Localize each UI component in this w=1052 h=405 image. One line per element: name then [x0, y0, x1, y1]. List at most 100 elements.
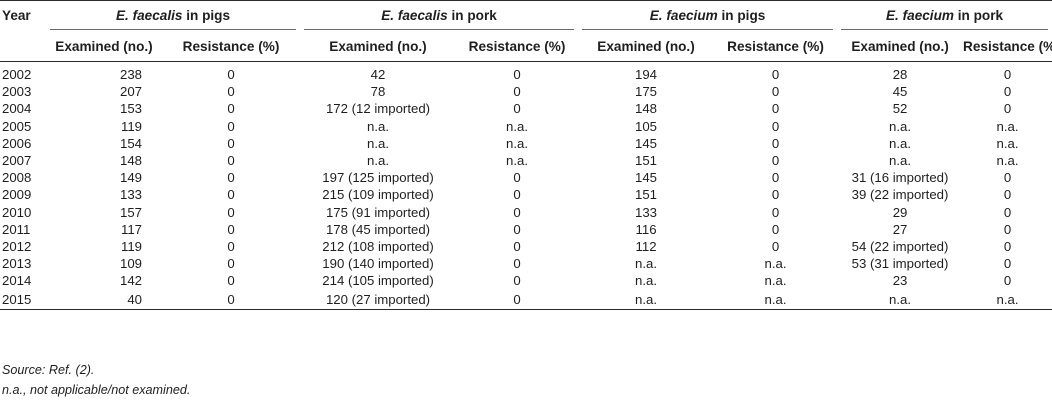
- cell-faecalis-pigs-resistance: 0: [227, 239, 235, 255]
- header-resistance: Resistance (%): [714, 31, 838, 62]
- cell-faecalis-pigs-resistance: 0: [227, 84, 235, 100]
- table-row: 2004 153 0 172 (12 imported) 0 148 0 52 0: [0, 100, 1052, 117]
- cell-faecalis-pigs-resistance: 0: [227, 221, 235, 237]
- cell-faecalis-pork-resistance: 0: [513, 221, 521, 237]
- cell-faecalis-pork-resistance: 0: [513, 256, 521, 272]
- cell-faecium-pigs-examined: 145: [635, 135, 658, 151]
- abbreviation-note: n.a., not applicable/not examined.: [2, 383, 191, 397]
- cell-faecalis-pork-examined: 190 (140 imported): [322, 256, 434, 272]
- cell-year: 2008: [2, 170, 32, 186]
- cell-faecium-pork-resistance: n.a.: [996, 118, 1019, 134]
- cell-faecium-pork-resistance: 0: [1003, 239, 1012, 255]
- cell-faecalis-pigs-resistance: 0: [227, 118, 235, 134]
- cell-faecium-pigs-examined: 151: [635, 187, 658, 203]
- cell-faecium-pigs-examined: 116: [635, 221, 657, 237]
- cell-faecium-pork-resistance: 0: [1003, 204, 1012, 220]
- cell-faecium-pigs-resistance: 0: [771, 170, 780, 186]
- table-row: 2014 142 0 214 (105 imported) 0 n.a. n.a. 23 0: [0, 272, 1052, 289]
- cell-faecalis-pork-examined: 42: [370, 67, 386, 82]
- table-notes: Source: Ref. (2). n.a., not applicable/n…: [2, 360, 190, 400]
- group-suffix: in pork: [447, 8, 497, 23]
- cell-faecalis-pork-examined: 197 (125 imported): [322, 170, 434, 186]
- group-suffix: in pigs: [182, 8, 231, 23]
- cell-faecium-pigs-resistance: 0: [771, 67, 780, 82]
- cell-faecium-pork-examined: 52: [892, 101, 908, 117]
- header-group-faecium-pigs: E. faecium in pigs: [578, 1, 837, 32]
- cell-faecium-pork-resistance: 0: [1003, 67, 1012, 82]
- cell-faecalis-pigs-resistance: 0: [227, 67, 235, 82]
- header-resistance: Resistance (%): [162, 31, 300, 62]
- header-resistance: Resistance (%): [456, 31, 579, 62]
- cell-faecium-pigs-examined: 175: [635, 84, 658, 100]
- cell-faecalis-pigs-examined: 157: [119, 204, 142, 220]
- cell-faecium-pigs-resistance: 0: [771, 101, 780, 117]
- cell-faecium-pigs-resistance: 0: [771, 204, 780, 220]
- cell-faecalis-pork-resistance: 0: [513, 170, 521, 186]
- header-group-faecium-pork: E. faecium in pork: [837, 1, 1052, 32]
- table-row: 2013 109 0 190 (140 imported) 0 n.a. n.a. 53 (3…: [0, 255, 1052, 272]
- cell-faecium-pork-examined: 54 (22 imported): [851, 239, 949, 255]
- table-row: 2008 149 0 197 (125 imported) 0 145 0 31 (16 im…: [0, 169, 1052, 186]
- table-row: 2011 117 0 178 (45 imported) 0 116 0 27 0: [0, 221, 1052, 238]
- cell-faecalis-pork-resistance: 0: [456, 289, 579, 310]
- cell-faecium-pork-examined: n.a.: [889, 118, 912, 134]
- cell-faecalis-pigs-resistance: 0: [227, 273, 235, 289]
- table-row: 2002 238 0 42 0 194 0 28 0: [0, 66, 1052, 83]
- species-name: E. faecium: [885, 8, 954, 23]
- cell-faecalis-pork-resistance: 0: [513, 84, 521, 100]
- table-row: 2010 157 0 175 (91 imported) 0 133 0 29 0: [0, 204, 1052, 221]
- cell-faecium-pork-resistance: 0: [1003, 170, 1012, 186]
- cell-faecalis-pork-resistance: 0: [513, 187, 521, 203]
- header-year: Year: [2, 8, 31, 23]
- cell-faecium-pigs-resistance: 0: [771, 118, 780, 134]
- cell-faecalis-pigs-examined: 119: [120, 118, 142, 134]
- cell-faecium-pigs-examined: 105: [635, 118, 658, 134]
- cell-faecium-pigs-resistance: n.a.: [764, 273, 787, 289]
- cell-faecalis-pork-resistance: 0: [513, 204, 521, 220]
- source-note: Source: Ref. (2).: [2, 363, 95, 377]
- cell-faecium-pork-resistance: n.a.: [963, 289, 1052, 310]
- table-row: 2012 119 0 212 (108 imported) 0 112 0 54 (22 im…: [0, 238, 1052, 255]
- cell-year: 2011: [2, 221, 31, 237]
- cell-faecalis-pigs-resistance: 0: [227, 204, 235, 220]
- cell-faecalis-pigs-resistance: 0: [227, 101, 235, 117]
- cell-faecalis-pork-examined: 120 (27 imported): [300, 289, 456, 310]
- cell-faecalis-pork-resistance: n.a.: [506, 153, 528, 169]
- cell-year: 2003: [2, 84, 32, 100]
- cell-faecium-pork-resistance: n.a.: [996, 153, 1019, 169]
- cell-faecalis-pork-resistance: 0: [513, 67, 521, 82]
- cell-faecalis-pigs-resistance: 0: [162, 289, 300, 310]
- reference-link[interactable]: (2): [75, 363, 91, 377]
- cell-faecium-pigs-resistance: 0: [771, 153, 780, 169]
- table-row: 2005 119 0 n.a. n.a. 105 0 n.a. n.a.: [0, 118, 1052, 135]
- cell-faecalis-pork-examined: 178 (45 imported): [325, 221, 431, 237]
- cell-faecium-pigs-examined: 145: [635, 170, 658, 186]
- cell-faecium-pigs-resistance: 0: [771, 84, 780, 100]
- cell-faecium-pigs-examined: 112: [635, 239, 657, 255]
- group-suffix: in pork: [953, 8, 1004, 23]
- cell-faecalis-pork-examined: 215 (109 imported): [322, 187, 434, 203]
- header-examined: Examined (no.): [578, 31, 715, 62]
- cell-faecalis-pork-resistance: 0: [513, 273, 521, 289]
- cell-faecalis-pork-resistance: n.a.: [506, 135, 528, 151]
- header-examined: Examined (no.): [837, 31, 964, 62]
- header-group-faecalis-pork: E. faecalis in pork: [300, 1, 578, 32]
- cell-faecium-pork-examined: n.a.: [889, 153, 912, 169]
- table-row: 2015 40 0 120 (27 imported) 0 n.a. n.a. n.a. n.a…: [0, 289, 1052, 310]
- species-name: E. faecalis: [381, 8, 448, 23]
- cell-faecalis-pork-examined: n.a.: [367, 135, 389, 151]
- cell-faecalis-pigs-examined: 238: [119, 67, 142, 82]
- cell-year: 2015: [0, 289, 46, 310]
- cell-faecalis-pigs-resistance: 0: [227, 135, 235, 151]
- cell-faecalis-pork-examined: n.a.: [367, 118, 389, 134]
- cell-faecalis-pigs-examined: 133: [119, 187, 142, 203]
- cell-year: 2006: [2, 135, 32, 151]
- cell-faecium-pork-examined: 53 (31 imported): [851, 256, 949, 272]
- table-row: 2007 148 0 n.a. n.a. 151 0 n.a. n.a.: [0, 152, 1052, 169]
- cell-faecium-pork-examined: 28: [892, 67, 908, 82]
- cell-faecalis-pork-examined: 175 (91 imported): [325, 204, 431, 220]
- cell-year: 2013: [2, 256, 32, 272]
- cell-faecium-pork-resistance: 0: [1003, 273, 1012, 289]
- cell-faecium-pork-resistance: 0: [1003, 101, 1012, 117]
